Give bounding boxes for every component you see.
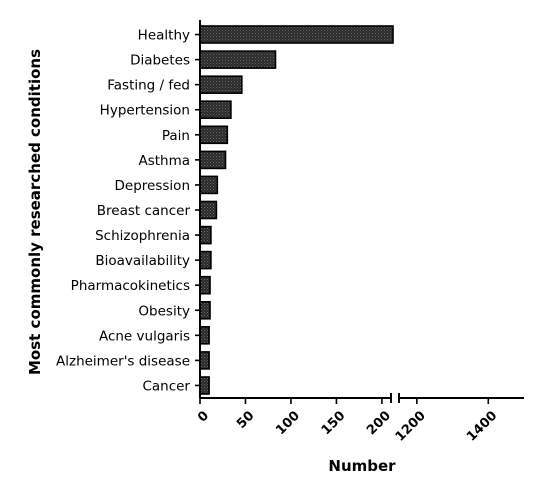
x-tick-label: 200 (364, 408, 394, 438)
x-tick-label: 0 (195, 408, 212, 425)
bar-fasting-fed (199, 75, 243, 94)
bar-bioavailability (199, 250, 212, 270)
bar-obesity (199, 300, 211, 320)
labels-layer: Healthy Diabetes Fasting / fed Hypertension… (56, 28, 500, 445)
bar-breast-cancer (199, 200, 218, 220)
bar-pharmacokinetics (199, 275, 211, 295)
x-tick-label: 150 (319, 408, 349, 438)
category-label: Obesity (138, 303, 190, 319)
category-label: Hypertension (100, 103, 190, 119)
category-label: Cancer (142, 378, 190, 394)
category-label: Acne vulgaris (99, 328, 190, 344)
category-label: Diabetes (130, 53, 190, 69)
bar-cancer (199, 376, 210, 395)
category-label: Pharmacokinetics (71, 278, 190, 294)
bar-alzheimer-s-disease (199, 351, 210, 370)
x-tick-label: 1400 (464, 408, 500, 444)
axes-layer (195, 20, 524, 404)
category-label: Breast cancer (97, 203, 191, 219)
bar-asthma (199, 150, 227, 170)
bar-pain (199, 125, 229, 145)
category-label: Depression (115, 178, 190, 194)
category-label: Pain (162, 128, 190, 144)
category-label: Fasting / fed (107, 78, 190, 94)
category-label: Bioavailability (95, 253, 190, 269)
bar-schizophrenia (199, 225, 212, 245)
bar-healthy (199, 25, 394, 44)
bar-diabetes (199, 50, 277, 69)
x-axis-title: Number (328, 457, 396, 475)
x-tick-label: 1200 (393, 408, 429, 444)
category-label: Schizophrenia (95, 228, 190, 244)
x-tick-label: 50 (234, 408, 257, 431)
category-label: Alzheimer's disease (56, 353, 190, 369)
bar-acne-vulgaris (199, 325, 210, 345)
category-label: Asthma (138, 153, 190, 169)
bars-layer (199, 25, 394, 395)
y-axis-title: Most commonly researched conditions (26, 49, 44, 375)
category-label: Healthy (138, 28, 190, 44)
bar-hypertension (199, 100, 232, 119)
bar-depression (199, 175, 219, 195)
x-tick-label: 100 (273, 408, 303, 438)
